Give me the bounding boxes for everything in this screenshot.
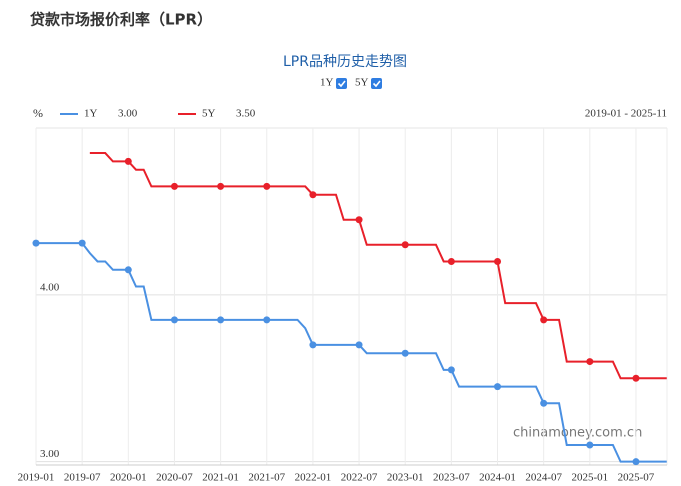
data-point [586, 441, 594, 449]
x-tick-label: 2023-01 [387, 472, 424, 484]
data-point [263, 182, 271, 190]
data-point [401, 241, 409, 249]
checkmark [337, 80, 346, 88]
legend-label: 5Y [202, 108, 216, 120]
x-tick-label: 2022-01 [295, 472, 332, 484]
data-point [494, 257, 502, 265]
x-tick-label: 2020-07 [156, 472, 193, 484]
data-point [309, 191, 317, 199]
data-point [632, 374, 640, 382]
x-tick-label: 2019-07 [64, 472, 101, 484]
data-point [170, 182, 178, 190]
data-point [494, 383, 502, 391]
data-point [78, 239, 86, 247]
data-point [263, 316, 271, 324]
x-tick-label: 2023-07 [433, 472, 470, 484]
x-tick-label: 2020-01 [110, 472, 147, 484]
data-point [447, 366, 455, 374]
checkbox-label: 5Y [355, 77, 369, 89]
y-tick-label: 3.00 [40, 448, 60, 460]
series-line [89, 152, 667, 380]
data-point [217, 316, 225, 324]
checkbox[interactable] [371, 78, 382, 89]
watermark: chinamoney.com.cn [513, 426, 642, 441]
y-unit: % [33, 106, 43, 120]
x-tick-label: 2021-01 [202, 472, 239, 484]
x-tick-label: 2022-07 [341, 472, 378, 484]
checkbox[interactable] [336, 78, 347, 89]
x-tick-label: 2021-07 [248, 472, 285, 484]
data-point [540, 399, 548, 407]
data-point [355, 216, 363, 224]
data-point [447, 257, 455, 265]
y-tick-label: 4.00 [40, 281, 60, 293]
data-point [540, 316, 548, 324]
x-tick-label: 2024-01 [479, 472, 516, 484]
x-tick-label: 2025-07 [618, 472, 655, 484]
data-point [309, 341, 317, 349]
data-point [124, 266, 132, 274]
data-point [124, 157, 132, 165]
x-tick-label: 2024-07 [525, 472, 562, 484]
legend-label: 1Y [84, 108, 98, 120]
data-point [217, 182, 225, 190]
data-point [632, 458, 640, 466]
legend-value: 3.50 [236, 108, 256, 120]
checkbox-label: 1Y [320, 77, 334, 89]
data-point [355, 341, 363, 349]
checkmark [372, 80, 381, 88]
legend-value: 3.00 [118, 108, 138, 120]
data-point [401, 349, 409, 357]
data-point [32, 239, 40, 247]
x-tick-label: 2025-01 [571, 472, 608, 484]
series-line [36, 242, 667, 463]
x-tick-label: 2019-01 [18, 472, 55, 484]
chart-title: LPR品种历史走势图 [283, 54, 407, 70]
data-point [170, 316, 178, 324]
page-title: 贷款市场报价利率（LPR） [30, 11, 212, 29]
range-label: 2019-01 - 2025-11 [585, 108, 667, 120]
data-point [586, 358, 594, 366]
